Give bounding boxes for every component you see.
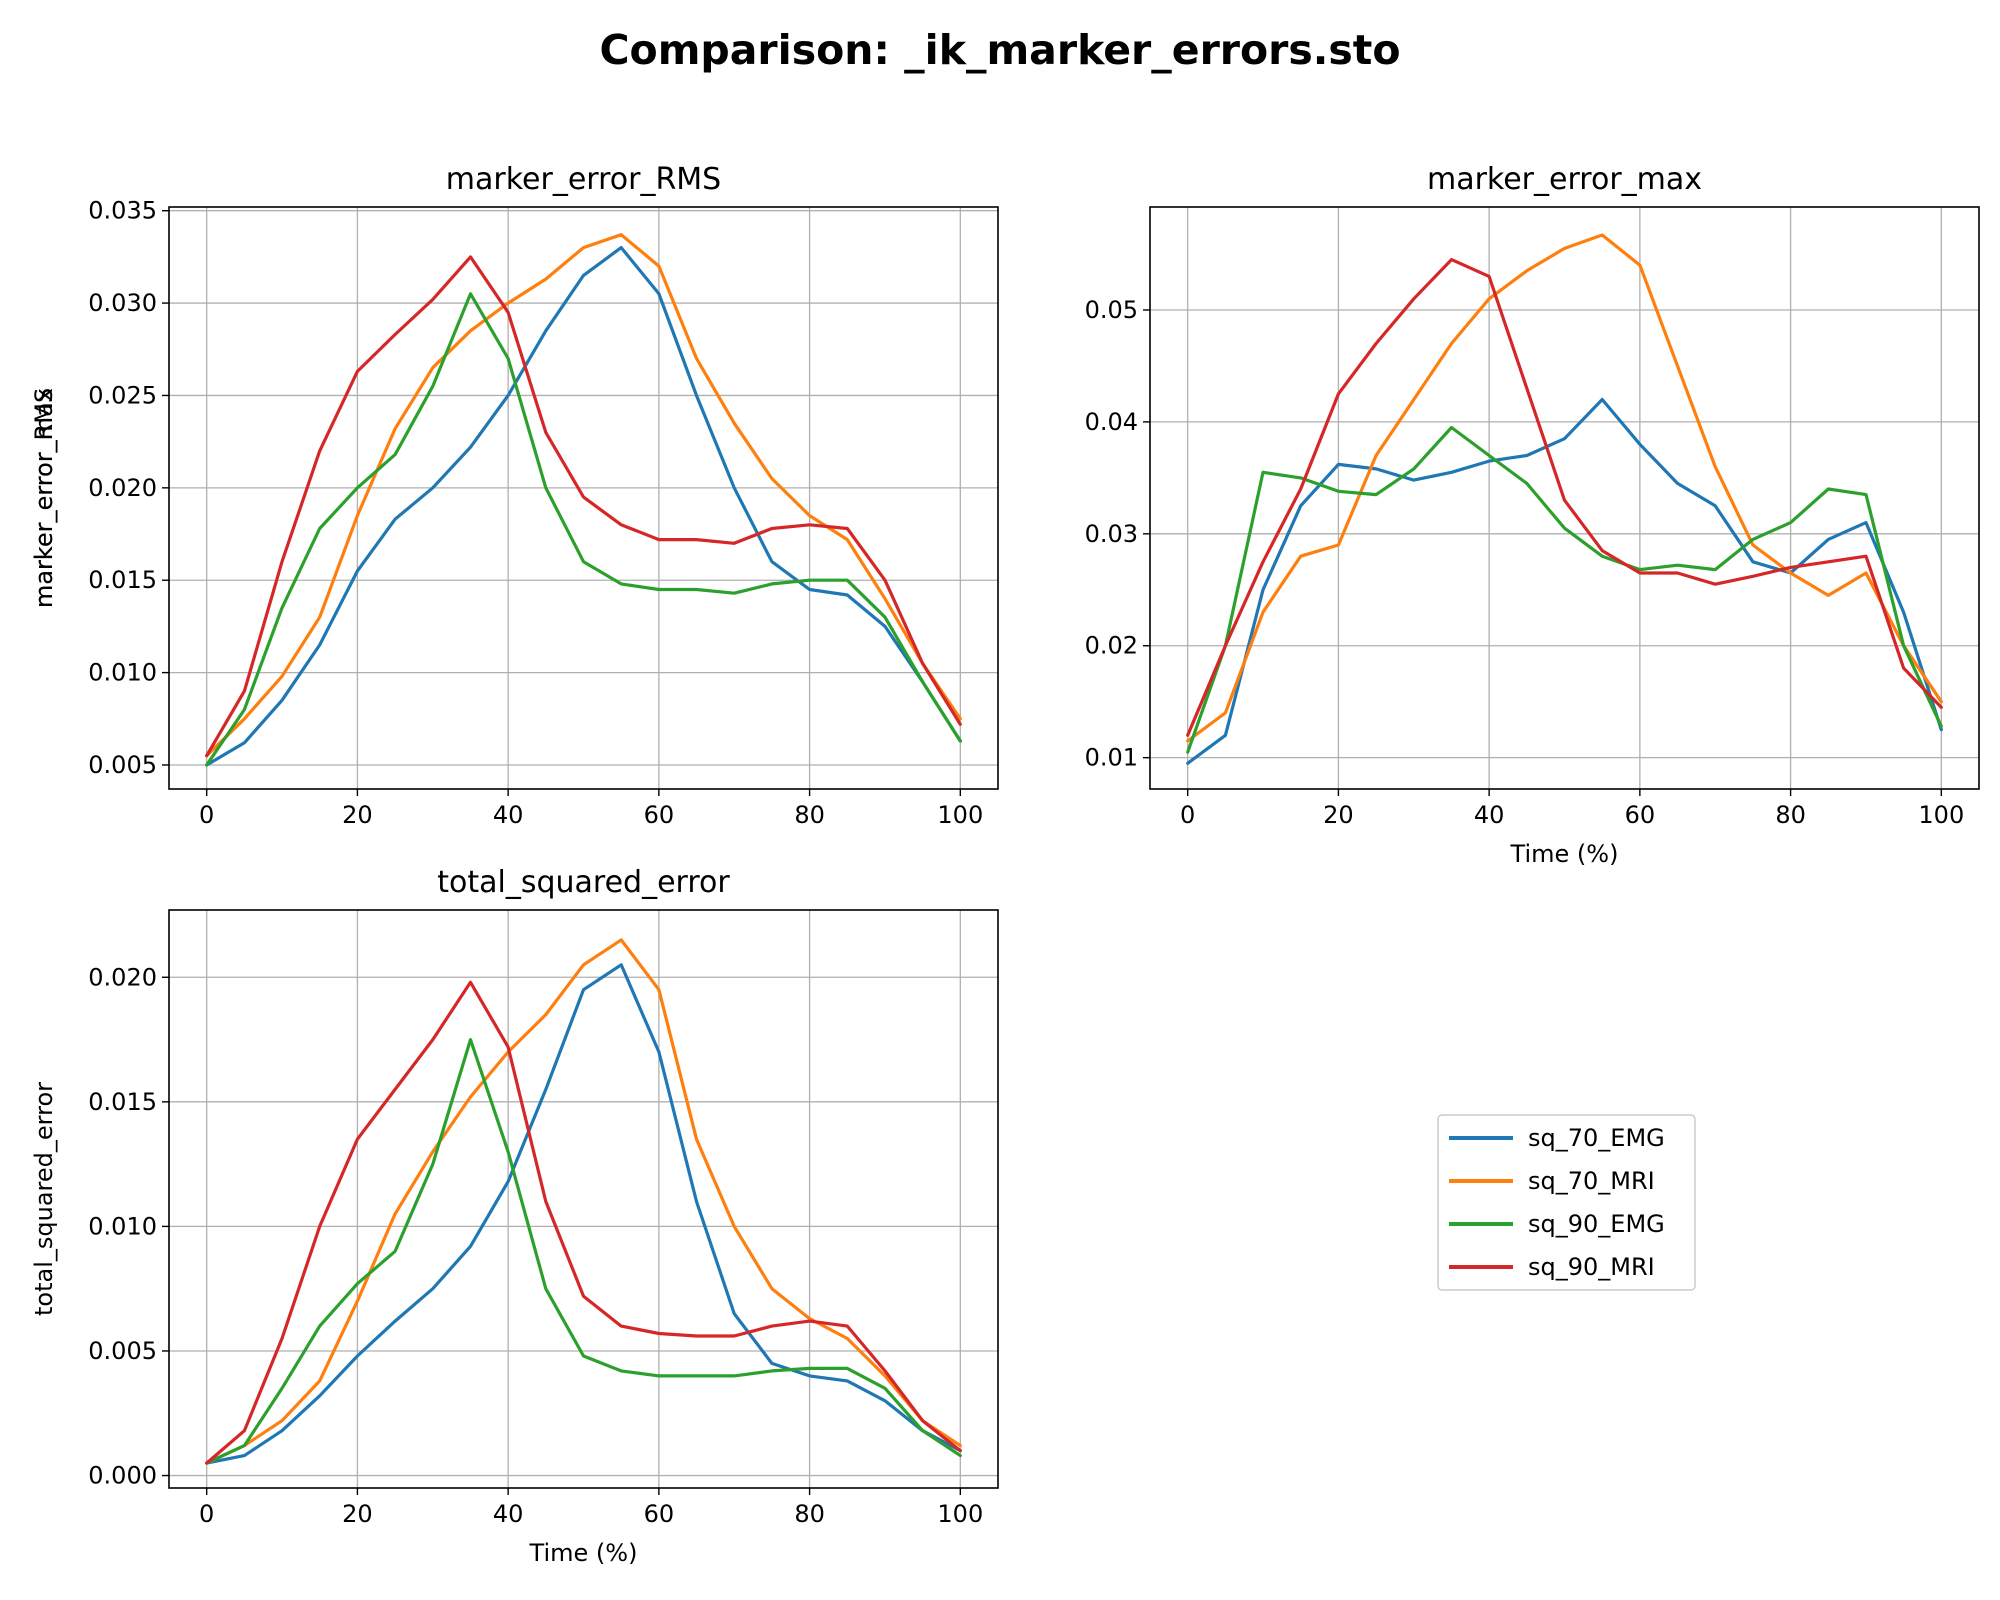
y-tick-label: 0.05 <box>1085 296 1138 324</box>
series-line-sq-70-mri <box>1186 233 1943 743</box>
series-line-sq-90-emg <box>205 1037 962 1465</box>
series-line-sq-70-mri <box>205 233 962 758</box>
x-tick-label: 20 <box>342 801 373 829</box>
panel-title: marker_error_RMS <box>446 162 721 197</box>
x-axis-label: Time (%) <box>1510 840 1619 868</box>
x-tick-label: 60 <box>644 801 675 829</box>
x-tick-label: 0 <box>1180 801 1195 829</box>
y-tick-label: 0.02 <box>1085 632 1138 660</box>
y-tick-label: 0.025 <box>88 381 157 409</box>
axes-frame <box>1149 206 1980 790</box>
legend: sq_70_EMG sq_70_MRI sq_90_EMG sq_90_MRI <box>1437 1114 1696 1291</box>
x-tick-label: 40 <box>493 801 524 829</box>
series-line-sq-90-emg <box>1186 425 1943 754</box>
x-tick-label: 100 <box>937 801 983 829</box>
x-tick-label: 20 <box>342 1500 373 1528</box>
x-axis-label: Time (%) <box>529 1539 638 1567</box>
y-tick-label: 0.03 <box>1085 520 1138 548</box>
y-tick-label: 0.005 <box>88 1337 157 1365</box>
series-line-sq-90-mri <box>205 980 962 1465</box>
x-tick-label: 80 <box>794 1500 825 1528</box>
y-tick-label: 0.000 <box>88 1462 157 1490</box>
y-tick-label: 0.030 <box>88 289 157 317</box>
legend-entry: sq_70_EMG <box>1449 1124 1665 1152</box>
series-line-sq-90-emg <box>205 292 962 767</box>
y-axis-label: total_squared_error <box>30 1082 58 1316</box>
axes-frame <box>168 909 999 1489</box>
x-tick-label: 60 <box>644 1500 675 1528</box>
panel-marker-error-max: 0 20 40 60 80 100 0.01 0.02 0.03 0.04 0.05 marker_e… <box>30 162 1980 868</box>
series-line-sq-70-emg <box>205 963 962 1465</box>
series-line-sq-70-emg <box>1186 397 1943 765</box>
y-tick-label: 0.04 <box>1085 408 1138 436</box>
y-tick-label: 0.005 <box>88 751 157 779</box>
panel-total-squared-error: 0 20 40 60 80 100 0.000 0.005 0.010 0.015 0.020 tot… <box>30 865 999 1567</box>
series-line-sq-90-mri <box>1186 258 1943 737</box>
panel-marker-error-rms: 0 20 40 60 80 100 0.005 0.010 0.015 0.020 0.025 0.0… <box>30 162 999 829</box>
legend-frame <box>1437 1114 1696 1291</box>
series-line-sq-70-mri <box>205 938 962 1465</box>
axes-frame <box>168 206 999 790</box>
x-tick-label: 0 <box>199 1500 214 1528</box>
y-tick-label: 0.020 <box>88 963 157 991</box>
series-line-sq-90-mri <box>205 255 962 758</box>
x-tick-label: 40 <box>1474 801 1505 829</box>
figure-title: Comparison: _ik_marker_errors.sto <box>599 26 1400 74</box>
x-tick-label: 80 <box>1775 801 1806 829</box>
y-axis-label: marker_error_RMS <box>30 388 58 608</box>
legend-label: sq_70_MRI <box>1528 1167 1655 1195</box>
legend-label: sq_90_MRI <box>1528 1253 1655 1281</box>
legend-label: sq_70_EMG <box>1528 1124 1665 1152</box>
y-tick-label: 0.015 <box>88 566 157 594</box>
legend-label: sq_90_EMG <box>1528 1210 1665 1238</box>
y-axis-label: marker_error_max <box>30 388 58 608</box>
y-tick-label: 0.010 <box>88 659 157 687</box>
x-tick-label: 40 <box>493 1500 524 1528</box>
legend-entry: sq_90_EMG <box>1449 1210 1665 1238</box>
y-tick-label: 0.020 <box>88 474 157 502</box>
x-tick-label: 20 <box>1323 801 1354 829</box>
y-tick-label: 0.01 <box>1085 744 1138 772</box>
panel-title: total_squared_error <box>437 865 730 900</box>
legend-entry: sq_90_MRI <box>1449 1253 1655 1281</box>
x-tick-label: 80 <box>794 801 825 829</box>
y-tick-label: 0.015 <box>88 1088 157 1116</box>
panel-title: marker_error_max <box>1427 162 1702 197</box>
y-tick-label: 0.035 <box>88 197 157 225</box>
x-tick-label: 60 <box>1625 801 1656 829</box>
y-tick-label: 0.010 <box>88 1212 157 1240</box>
x-tick-label: 100 <box>937 1500 983 1528</box>
x-tick-label: 0 <box>199 801 214 829</box>
x-tick-label: 100 <box>1918 801 1964 829</box>
series-line-sq-70-emg <box>205 246 962 767</box>
legend-entry: sq_70_MRI <box>1449 1167 1655 1195</box>
